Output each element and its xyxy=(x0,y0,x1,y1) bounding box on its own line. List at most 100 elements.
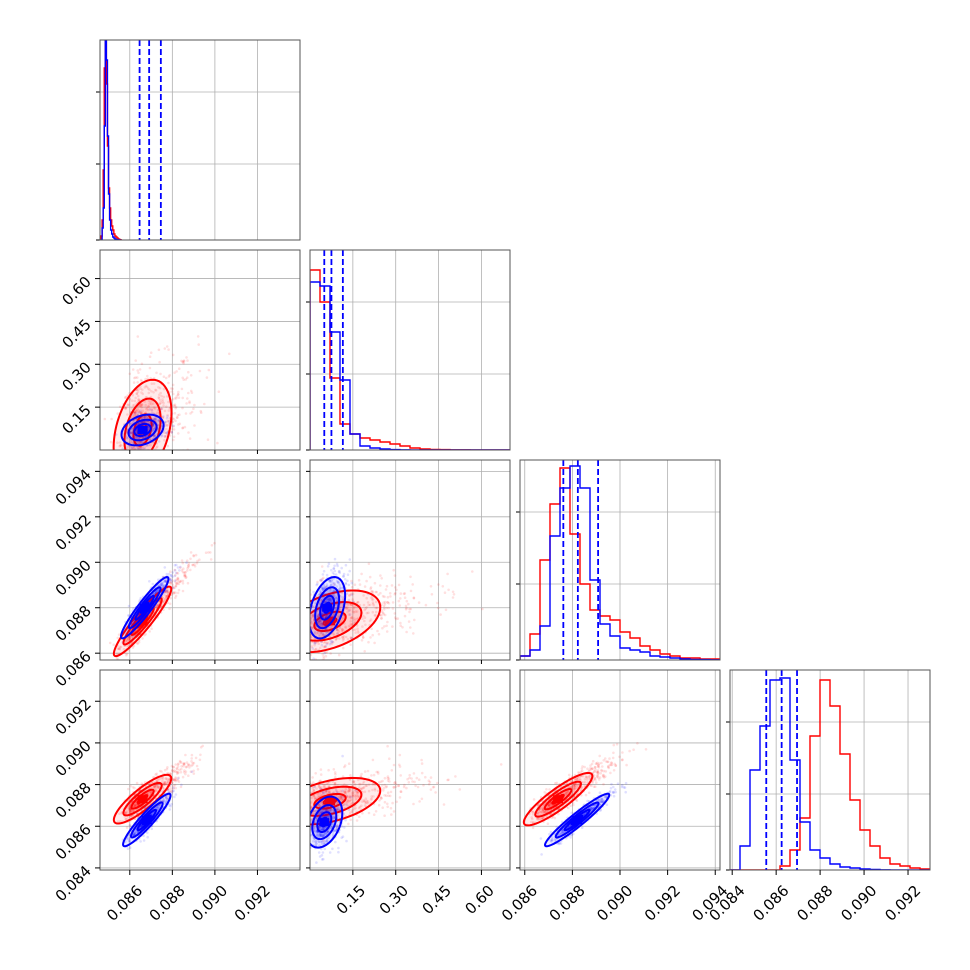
blue-density-peak xyxy=(139,603,150,612)
red-sample-point xyxy=(150,408,153,411)
blue-sample-point xyxy=(167,572,171,576)
red-sample-point xyxy=(328,635,332,638)
red-sample-point xyxy=(146,374,149,378)
blue-sample-point xyxy=(172,789,175,793)
red-sample-point xyxy=(142,415,146,419)
red-sample-point xyxy=(187,564,190,567)
red-sample-point xyxy=(322,641,326,644)
red-sample-point xyxy=(180,569,184,572)
red-sample-point xyxy=(324,645,327,649)
red-sample-point xyxy=(363,790,367,794)
red-sample-point xyxy=(338,626,342,630)
blue-sample-point xyxy=(169,578,173,581)
red-sample-point xyxy=(137,409,140,412)
red-sample-point xyxy=(194,756,198,760)
red-sample-point xyxy=(172,428,176,431)
red-sample-point xyxy=(356,601,360,604)
red-sample-point xyxy=(380,617,383,620)
red-sample-point xyxy=(117,647,121,650)
blue-sample-point xyxy=(156,603,159,607)
blue-sample-point xyxy=(141,440,145,444)
red-sample-point xyxy=(393,612,397,615)
red-sample-point xyxy=(174,779,178,783)
red-sample-point xyxy=(165,345,169,348)
red-sample-point xyxy=(128,397,132,401)
red-sample-point xyxy=(361,617,364,620)
red-sample-point xyxy=(284,623,287,626)
blue-sample-point xyxy=(171,575,174,579)
red-sample-point xyxy=(371,633,375,637)
blue-sample-point xyxy=(317,613,320,617)
blue-sample-point xyxy=(313,641,316,645)
red-sample-point xyxy=(334,773,337,776)
red-sample-point xyxy=(173,411,177,415)
blue-sample-point xyxy=(175,563,178,567)
red-sample-point xyxy=(187,562,191,565)
red-sample-point xyxy=(281,639,284,642)
blue-sample-point xyxy=(335,562,339,566)
red-sample-point xyxy=(305,646,308,649)
red-sample-point xyxy=(181,589,185,593)
red-sample-point xyxy=(147,421,151,425)
red-sample-point xyxy=(127,804,131,808)
red-sample-point xyxy=(171,420,174,424)
scatter-panel-3-0 xyxy=(99,669,301,871)
red-sample-point xyxy=(363,608,367,612)
red-histogram xyxy=(730,679,930,870)
red-sample-point xyxy=(148,366,152,370)
red-sample-point xyxy=(371,602,375,606)
red-sample-point xyxy=(381,611,385,615)
red-sample-point xyxy=(159,391,162,395)
blue-sample-point xyxy=(134,435,137,439)
red-sample-point xyxy=(388,592,392,595)
red-sample-point xyxy=(413,618,416,622)
red-sample-point xyxy=(176,576,180,580)
red-sample-point xyxy=(161,400,164,403)
red-sample-point xyxy=(182,567,185,570)
red-sample-point xyxy=(189,568,192,572)
red-sample-point xyxy=(216,441,219,445)
red-sample-point xyxy=(403,596,407,599)
red-sample-point xyxy=(346,608,350,611)
red-sample-point xyxy=(385,624,388,628)
blue-sample-point xyxy=(133,832,137,836)
red-sample-point xyxy=(152,424,156,428)
red-sample-point xyxy=(126,464,129,467)
red-sample-point xyxy=(133,804,137,807)
red-sample-point xyxy=(318,635,321,638)
red-sample-point xyxy=(134,803,137,807)
red-sample-point xyxy=(191,563,194,567)
red-sample-point xyxy=(179,760,182,764)
blue-sample-point xyxy=(155,590,158,593)
red-sample-point xyxy=(189,557,192,561)
red-sample-point xyxy=(352,611,356,614)
red-sample-point xyxy=(160,394,163,398)
red-sample-point xyxy=(336,628,339,631)
blue-sample-point xyxy=(328,579,332,582)
red-sample-point xyxy=(371,589,374,593)
red-sample-point xyxy=(124,406,128,410)
blue-sample-point xyxy=(319,590,322,593)
red-sample-point xyxy=(139,378,143,382)
red-sample-point xyxy=(131,404,135,407)
red-sample-point xyxy=(156,445,159,448)
red-sample-point xyxy=(362,603,366,607)
red-sample-point xyxy=(180,765,183,768)
red-sample-point xyxy=(369,618,373,621)
red-sample-point xyxy=(307,667,310,670)
blue-sample-point xyxy=(330,598,334,602)
red-sample-point xyxy=(324,654,328,658)
blue-sample-point xyxy=(347,598,351,602)
red-sample-point xyxy=(311,612,315,616)
red-sample-point xyxy=(181,361,185,364)
red-sample-point xyxy=(138,467,141,470)
red-sample-point xyxy=(355,617,359,621)
red-sample-point xyxy=(451,596,455,599)
red-sample-point xyxy=(179,566,182,569)
red-sample-point xyxy=(409,575,412,579)
red-sample-point xyxy=(133,802,137,806)
red-sample-point xyxy=(133,803,136,807)
red-sample-point xyxy=(138,474,141,477)
red-sample-point xyxy=(136,369,139,372)
red-sample-point xyxy=(172,392,175,396)
